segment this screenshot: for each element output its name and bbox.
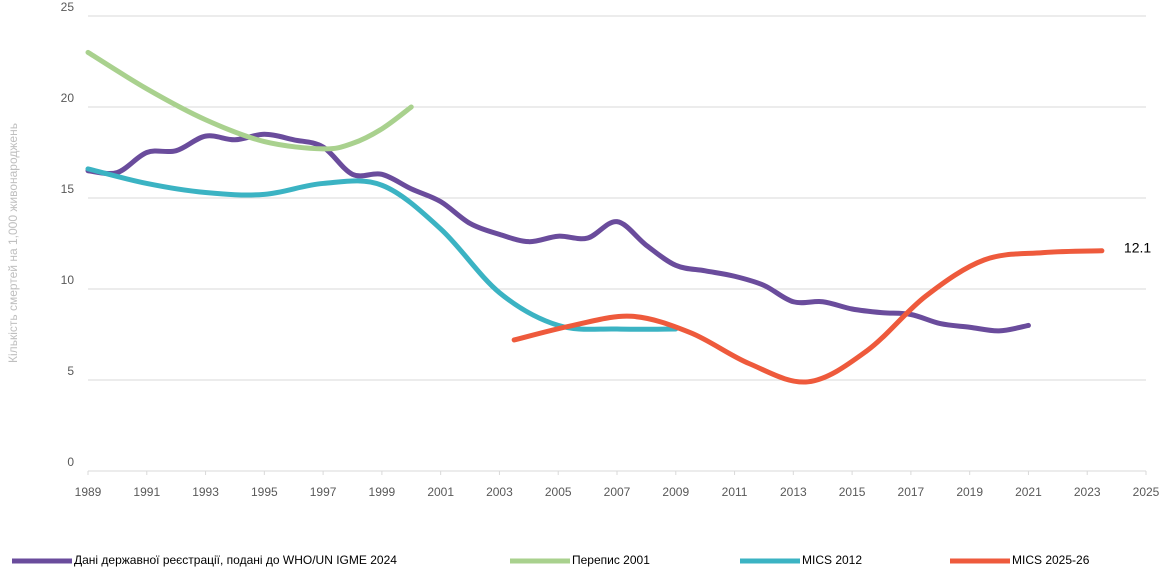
- legend-label: Перепис 2001: [572, 553, 650, 567]
- x-tick-label: 1989: [75, 485, 102, 499]
- x-tick-label: 2005: [545, 485, 572, 499]
- y-tick-label: 15: [61, 182, 75, 196]
- y-tick-label: 20: [61, 91, 75, 105]
- x-tick-label: 1991: [133, 485, 160, 499]
- series-line: [511, 248, 1105, 385]
- x-tick-label: 2019: [956, 485, 983, 499]
- legend-label: MICS 2025-26: [1012, 553, 1090, 567]
- x-tick-label: 2009: [662, 485, 689, 499]
- legend-label: Дані державної реєстрації, подані до WHO…: [74, 553, 397, 567]
- legend-item: MICS 2025-26: [950, 553, 1090, 567]
- x-tick-label: 2025: [1133, 485, 1160, 499]
- y-tick-label: 10: [61, 273, 75, 287]
- y-tick-label: 5: [67, 364, 74, 378]
- x-tick-label: 2023: [1074, 485, 1101, 499]
- x-tick-label: 2017: [898, 485, 925, 499]
- x-tick-label: 2015: [839, 485, 866, 499]
- legend-item: MICS 2012: [740, 553, 862, 567]
- y-tick-label: 25: [61, 0, 75, 14]
- x-tick-label: 1993: [192, 485, 219, 499]
- x-tick-label: 1995: [251, 485, 278, 499]
- legend-item: Дані державної реєстрації, подані до WHO…: [12, 553, 397, 567]
- legend-label: MICS 2012: [802, 553, 862, 567]
- series-line: [85, 166, 679, 332]
- y-axis-label: Кількість смертей на 1,000 живонароджень: [6, 123, 20, 363]
- x-tick-label: 2001: [427, 485, 454, 499]
- data-label: 12.1: [1124, 239, 1151, 255]
- y-tick-label: 0: [67, 455, 74, 469]
- x-tick-label: 2011: [722, 485, 748, 499]
- x-tick-label: 2003: [486, 485, 513, 499]
- x-tick-label: 1999: [369, 485, 396, 499]
- legend-item: Перепис 2001: [510, 553, 650, 567]
- x-tick-label: 1997: [310, 485, 337, 499]
- series-line: [85, 131, 1031, 334]
- x-tick-label: 2007: [604, 485, 631, 499]
- series-line: [85, 49, 414, 152]
- x-tick-label: 2021: [1015, 485, 1042, 499]
- x-tick-label: 2013: [780, 485, 807, 499]
